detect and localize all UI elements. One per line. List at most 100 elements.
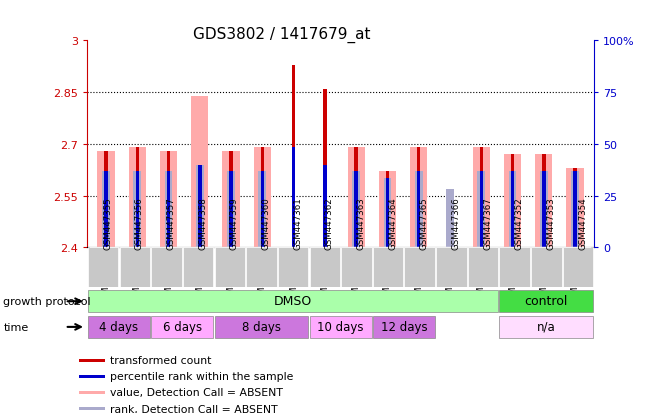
Bar bbox=[563, 248, 593, 287]
Bar bbox=[198, 165, 201, 248]
Text: n/a: n/a bbox=[537, 320, 556, 333]
Bar bbox=[323, 90, 327, 248]
Text: GSM447365: GSM447365 bbox=[419, 197, 429, 250]
Text: GSM447360: GSM447360 bbox=[262, 197, 270, 250]
Bar bbox=[229, 152, 233, 248]
Bar bbox=[436, 248, 466, 287]
Bar bbox=[258, 172, 266, 248]
Bar bbox=[417, 172, 421, 248]
Bar bbox=[386, 172, 389, 248]
Bar bbox=[119, 248, 150, 287]
Bar bbox=[97, 152, 115, 248]
Text: 6 days: 6 days bbox=[162, 320, 202, 333]
Text: transformed count: transformed count bbox=[110, 356, 211, 366]
Bar bbox=[573, 172, 577, 248]
Text: GSM447355: GSM447355 bbox=[103, 197, 112, 250]
Text: rank, Detection Call = ABSENT: rank, Detection Call = ABSENT bbox=[110, 404, 278, 413]
Bar bbox=[384, 179, 391, 248]
Bar bbox=[79, 375, 105, 378]
Bar bbox=[352, 172, 360, 248]
Bar bbox=[566, 169, 584, 248]
Bar bbox=[260, 148, 264, 248]
Text: GSM447357: GSM447357 bbox=[166, 197, 175, 250]
Text: GSM447359: GSM447359 bbox=[229, 197, 239, 250]
Bar bbox=[79, 359, 105, 362]
Bar bbox=[223, 152, 240, 248]
Bar bbox=[309, 316, 372, 338]
Bar bbox=[104, 152, 108, 248]
Bar bbox=[354, 172, 358, 248]
Bar bbox=[417, 148, 421, 248]
Bar bbox=[227, 172, 235, 248]
Text: GDS3802 / 1417679_at: GDS3802 / 1417679_at bbox=[193, 27, 370, 43]
Bar bbox=[88, 248, 118, 287]
Bar bbox=[79, 391, 105, 394]
Bar bbox=[472, 148, 490, 248]
Bar bbox=[480, 172, 483, 248]
Bar bbox=[136, 148, 139, 248]
Bar bbox=[499, 290, 593, 313]
Text: growth protocol: growth protocol bbox=[3, 297, 91, 306]
Text: GSM447367: GSM447367 bbox=[483, 197, 492, 250]
Bar bbox=[373, 316, 435, 338]
Bar bbox=[542, 172, 546, 248]
Bar bbox=[573, 169, 577, 248]
Bar bbox=[499, 248, 530, 287]
Text: GSM447356: GSM447356 bbox=[135, 197, 144, 250]
Bar bbox=[102, 172, 110, 248]
Bar bbox=[348, 148, 365, 248]
Bar bbox=[410, 148, 427, 248]
Bar bbox=[540, 172, 548, 248]
Text: GSM447354: GSM447354 bbox=[578, 197, 587, 250]
Bar bbox=[535, 155, 552, 248]
Bar bbox=[167, 172, 170, 248]
Bar bbox=[196, 165, 204, 248]
Text: DMSO: DMSO bbox=[274, 294, 312, 308]
Bar bbox=[88, 316, 150, 338]
Bar bbox=[160, 152, 177, 248]
Bar bbox=[292, 148, 295, 248]
Text: GSM447363: GSM447363 bbox=[356, 197, 366, 250]
Bar bbox=[405, 248, 435, 287]
Bar bbox=[571, 172, 579, 248]
Bar bbox=[446, 189, 454, 248]
Bar bbox=[164, 172, 172, 248]
Bar bbox=[323, 165, 327, 248]
Bar bbox=[309, 248, 340, 287]
Bar bbox=[511, 155, 514, 248]
Text: GSM447361: GSM447361 bbox=[293, 197, 302, 250]
Text: 8 days: 8 days bbox=[242, 320, 281, 333]
Bar bbox=[191, 96, 209, 248]
Bar bbox=[531, 248, 562, 287]
Text: GSM447352: GSM447352 bbox=[515, 197, 523, 250]
Bar bbox=[104, 172, 108, 248]
Text: GSM447358: GSM447358 bbox=[198, 197, 207, 250]
Text: GSM447364: GSM447364 bbox=[388, 197, 397, 250]
Text: 12 days: 12 days bbox=[380, 320, 427, 333]
Bar bbox=[499, 316, 593, 338]
Bar bbox=[341, 248, 372, 287]
Bar bbox=[246, 248, 276, 287]
Bar bbox=[504, 155, 521, 248]
Text: percentile rank within the sample: percentile rank within the sample bbox=[110, 372, 294, 382]
Text: GSM447366: GSM447366 bbox=[452, 197, 460, 250]
Bar bbox=[88, 290, 498, 313]
Bar bbox=[468, 248, 498, 287]
Bar bbox=[254, 148, 271, 248]
Bar bbox=[215, 248, 245, 287]
Bar bbox=[183, 248, 213, 287]
Bar bbox=[292, 65, 295, 248]
Bar bbox=[260, 172, 264, 248]
Text: 10 days: 10 days bbox=[317, 320, 364, 333]
Text: value, Detection Call = ABSENT: value, Detection Call = ABSENT bbox=[110, 387, 283, 397]
Bar bbox=[509, 172, 517, 248]
Text: time: time bbox=[3, 322, 29, 332]
Bar bbox=[151, 316, 213, 338]
Bar bbox=[151, 248, 182, 287]
Bar bbox=[379, 172, 396, 248]
Bar bbox=[278, 248, 308, 287]
Bar bbox=[480, 148, 483, 248]
Bar bbox=[373, 248, 403, 287]
Bar bbox=[477, 172, 485, 248]
Text: control: control bbox=[525, 294, 568, 308]
